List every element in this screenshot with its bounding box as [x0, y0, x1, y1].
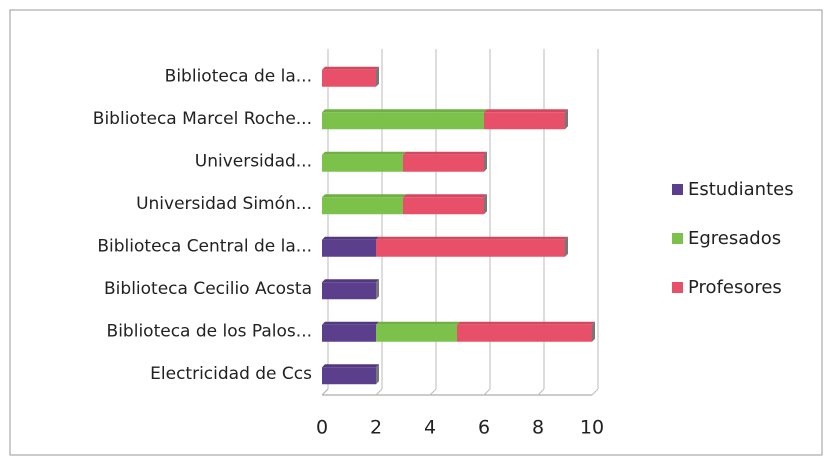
y-tick-label: Electricidad de Ccs: [150, 364, 312, 384]
bar: [322, 324, 376, 342]
y-tick-label: Biblioteca Marcel Roche...: [93, 109, 312, 129]
bar-top: [322, 279, 379, 283]
bar: [457, 324, 592, 342]
grid-line: [537, 388, 545, 396]
y-tick-label: Biblioteca de la...: [165, 66, 312, 86]
bar-top: [322, 364, 379, 368]
bar-side: [376, 66, 379, 87]
bar-top: [322, 151, 406, 155]
legend-label: Egresados: [688, 228, 781, 249]
bar-top: [322, 236, 379, 240]
bar: [403, 154, 484, 172]
bar-top: [322, 321, 379, 325]
bar: [322, 239, 376, 257]
bar-top: [322, 109, 487, 113]
legend-label: Profesores: [688, 277, 782, 298]
x-tick-label: 4: [424, 417, 436, 439]
legend-label: Estudiantes: [688, 179, 794, 200]
grid-line: [375, 388, 383, 396]
bar: [322, 197, 403, 215]
bar-top: [457, 321, 595, 325]
bar: [322, 154, 403, 172]
bar-top: [484, 109, 568, 113]
x-tick-label: 6: [478, 417, 490, 439]
bar-side: [484, 194, 487, 215]
bar-top: [403, 194, 487, 198]
grid-line: [429, 388, 437, 396]
y-tick-label: Biblioteca de los Palos...: [107, 321, 312, 341]
bar: [403, 197, 484, 215]
grid-line: [321, 388, 329, 396]
bar: [322, 367, 376, 385]
y-tick-label: Biblioteca Central de la...: [97, 236, 312, 256]
grid-line: [591, 388, 599, 396]
x-tick-label: 8: [532, 417, 544, 439]
y-tick-label: Universidad...: [195, 151, 312, 171]
bar-side: [376, 364, 379, 385]
bar-side: [484, 151, 487, 172]
bar-top: [376, 236, 568, 240]
legend-swatch: [672, 184, 683, 195]
bar-side: [565, 236, 568, 257]
bar-top: [322, 194, 406, 198]
legend-swatch: [672, 282, 683, 293]
bar-top: [376, 321, 460, 325]
bar-side: [376, 279, 379, 300]
legend-swatch: [672, 233, 683, 244]
bar: [376, 239, 565, 257]
bar: [484, 112, 565, 130]
x-tick-label: 10: [580, 417, 604, 439]
bar-top: [322, 66, 379, 70]
bar: [376, 324, 457, 342]
bar: [322, 282, 376, 300]
grid-line: [483, 388, 491, 396]
x-tick-label: 2: [370, 417, 382, 439]
bar-side: [592, 321, 595, 342]
bar: [322, 112, 484, 130]
bar-top: [403, 151, 487, 155]
y-tick-label: Universidad Simón...: [136, 194, 312, 214]
bar-side: [565, 109, 568, 130]
x-tick-label: 0: [316, 417, 328, 439]
bar: [322, 69, 376, 87]
y-tick-label: Biblioteca Cecilio Acosta: [104, 279, 312, 299]
chart-frame: [9, 9, 823, 456]
